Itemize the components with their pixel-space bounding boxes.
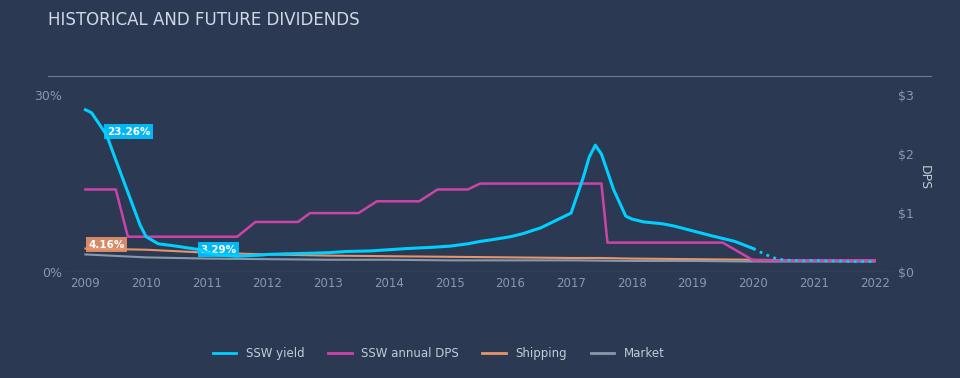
- Y-axis label: DPS: DPS: [918, 165, 930, 190]
- Text: 3.29%: 3.29%: [201, 245, 237, 255]
- Legend: SSW yield, SSW annual DPS, Shipping, Market: SSW yield, SSW annual DPS, Shipping, Mar…: [208, 342, 669, 364]
- Text: HISTORICAL AND FUTURE DIVIDENDS: HISTORICAL AND FUTURE DIVIDENDS: [48, 11, 360, 29]
- Text: 4.16%: 4.16%: [88, 240, 125, 249]
- Text: 23.26%: 23.26%: [107, 127, 150, 137]
